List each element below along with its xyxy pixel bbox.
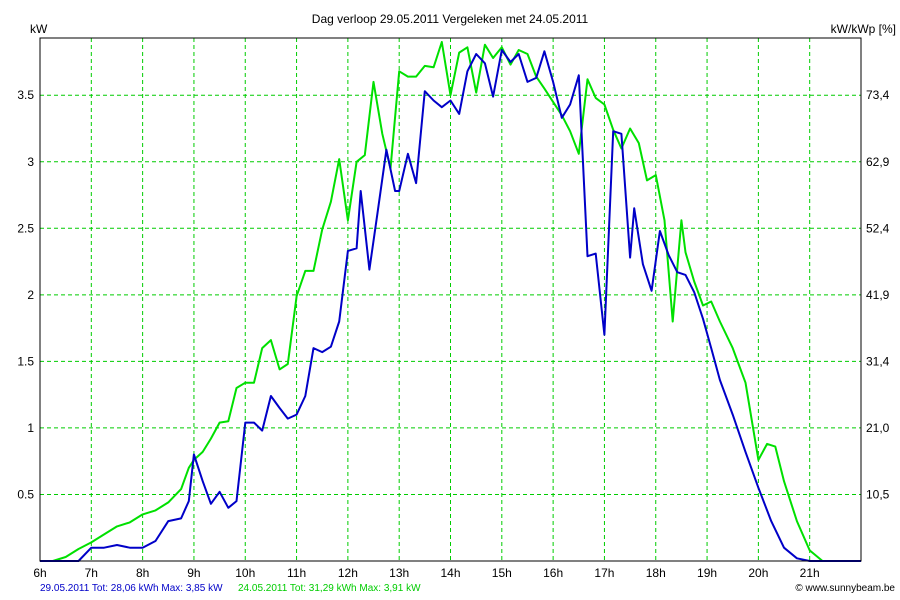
y-axis-label-right: kW/kWp [%] <box>831 22 896 36</box>
y-tick-label-right: 31,4 <box>866 354 890 368</box>
y-tick-label-right: 52,4 <box>866 221 890 235</box>
chart-ticks: 6h 7h 8h 9h 10h 11h 12h 13h 14h 15h 16h 17h 18h 19h 20… <box>17 88 889 580</box>
credit-text: © www.sunnybeam.be <box>795 583 895 594</box>
legend-series-green: 24.05.2011 Tot: 31,29 kWh Max: 3,91 kW <box>238 583 421 594</box>
x-tick-label: 9h <box>187 566 200 580</box>
series-line-green <box>40 41 861 562</box>
chart-series <box>40 41 861 562</box>
x-tick-label: 7h <box>85 566 98 580</box>
y-tick-label-left: 0.5 <box>17 487 34 501</box>
legend-series-blue: 29.05.2011 Tot: 28,06 kWh Max: 3,85 kW <box>40 583 223 594</box>
y-tick-label-left: 1 <box>27 421 34 435</box>
x-tick-label: 19h <box>697 566 717 580</box>
chart-title: Dag verloop 29.05.2011 Vergeleken met 24… <box>312 12 589 26</box>
y-tick-label-left: 2.5 <box>17 221 34 235</box>
y-tick-label-right: 41,9 <box>866 288 890 302</box>
y-tick-label-left: 1.5 <box>17 354 34 368</box>
x-tick-label: 15h <box>492 566 512 580</box>
y-tick-label-right: 21,0 <box>866 421 890 435</box>
x-tick-label: 13h <box>389 566 409 580</box>
x-tick-label: 21h <box>800 566 820 580</box>
x-tick-label: 16h <box>543 566 563 580</box>
x-tick-label: 17h <box>594 566 614 580</box>
y-tick-label-left: 3 <box>27 155 34 169</box>
x-tick-label: 14h <box>440 566 460 580</box>
y-tick-label-right: 73,4 <box>866 88 890 102</box>
x-tick-label: 10h <box>235 566 255 580</box>
y-axis-label-left: kW <box>30 22 48 36</box>
x-tick-label: 20h <box>748 566 768 580</box>
y-tick-label-left: 3.5 <box>17 88 34 102</box>
series-line-blue <box>40 49 861 562</box>
y-tick-label-right: 62,9 <box>866 155 890 169</box>
plot-frame <box>39 37 862 562</box>
y-tick-label-right: 10,5 <box>866 487 890 501</box>
x-tick-label: 12h <box>338 566 358 580</box>
x-tick-label: 6h <box>33 566 46 580</box>
x-tick-label: 18h <box>646 566 666 580</box>
x-tick-label: 8h <box>136 566 149 580</box>
chart-grid <box>40 38 861 561</box>
y-tick-label-left: 2 <box>27 288 34 302</box>
x-tick-label: 11h <box>287 566 306 580</box>
